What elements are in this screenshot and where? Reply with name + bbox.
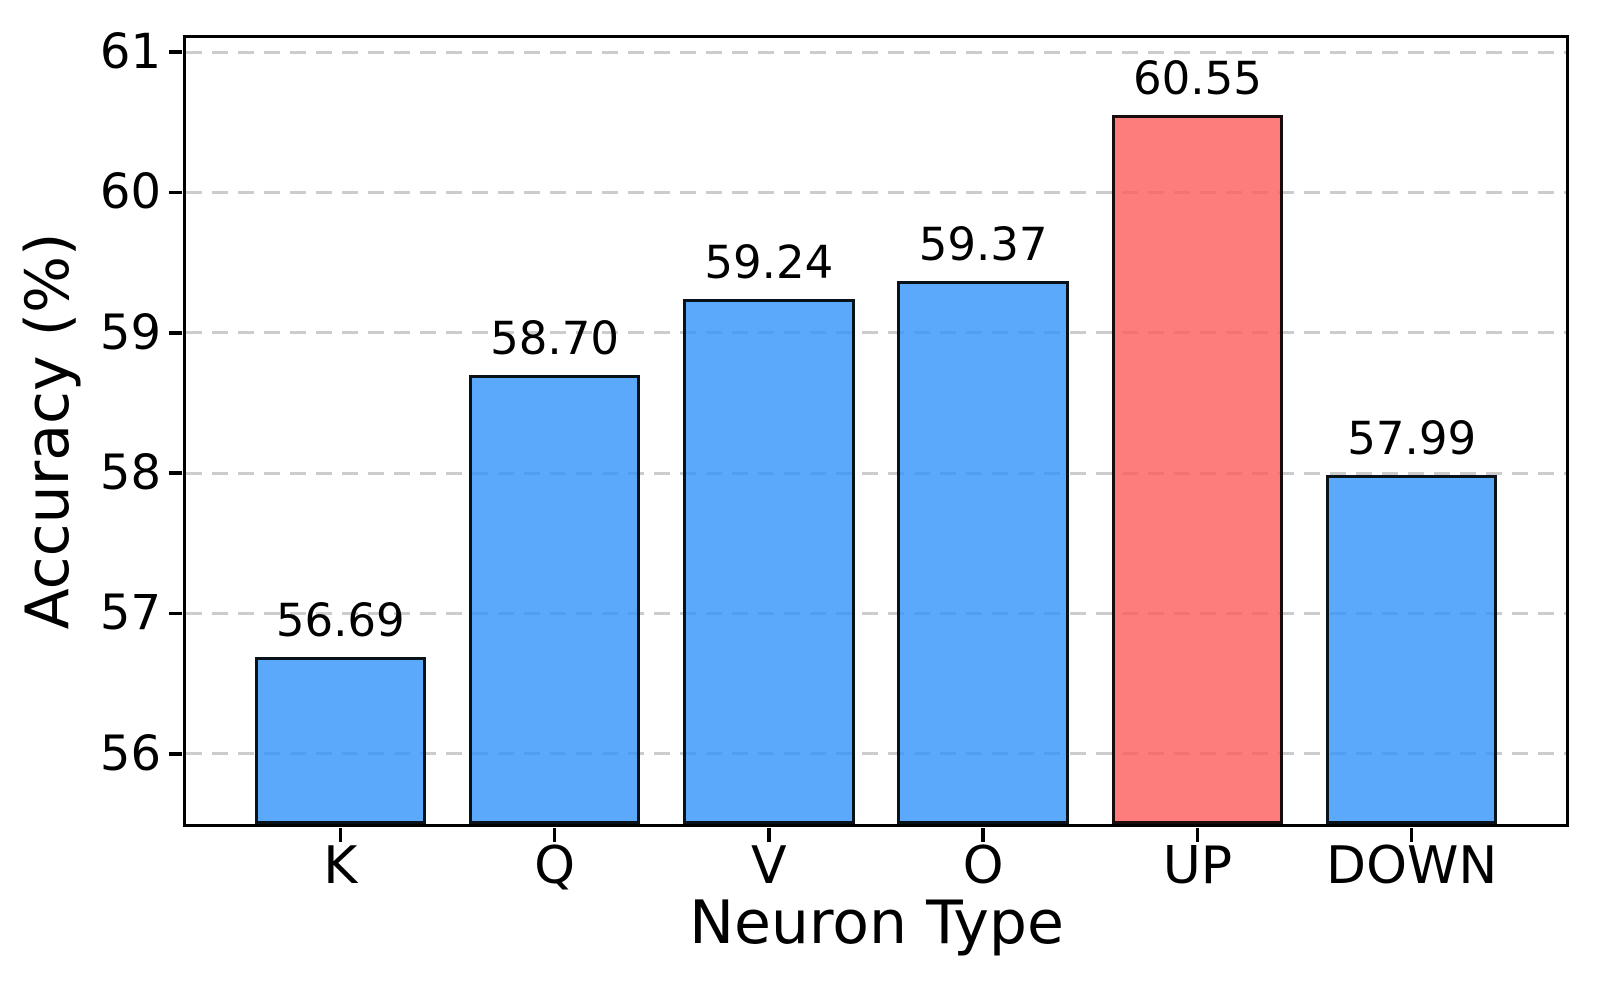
x-tick-mark xyxy=(1195,828,1200,842)
y-gridline xyxy=(186,471,1566,475)
bar-down xyxy=(1326,474,1498,824)
y-tick-label: 57 xyxy=(99,585,161,642)
bar-value-label: 59.37 xyxy=(918,217,1048,271)
x-tick-label: O xyxy=(962,836,1004,896)
y-gridline xyxy=(186,752,1566,756)
y-gridline xyxy=(186,190,1566,194)
x-tick-mark xyxy=(338,828,343,842)
bar-value-label: 56.69 xyxy=(275,593,405,647)
x-tick-mark xyxy=(552,828,557,842)
y-tick-label: 60 xyxy=(99,164,161,221)
y-tick-label: 59 xyxy=(99,304,161,361)
bar-value-label: 59.24 xyxy=(704,236,834,290)
plot-area: 56 57 58 59 60 61 56.69 K 58.70 Q 59.24 V 59.37 O 60.5… xyxy=(100,24,1569,892)
bar-value-label: 58.70 xyxy=(490,311,619,365)
x-tick-label: K xyxy=(323,836,358,896)
y-tick-mark xyxy=(169,611,182,616)
x-tick-mark xyxy=(981,828,985,842)
bar-value-label: 60.55 xyxy=(1133,52,1262,106)
x-axis-label: Neuron Type xyxy=(689,888,1064,958)
bar-o xyxy=(897,280,1069,824)
y-tick-mark xyxy=(169,331,182,335)
y-tick-mark xyxy=(169,50,182,54)
x-tick-label: V xyxy=(751,836,787,896)
y-tick-label: 58 xyxy=(99,445,161,502)
bar-v xyxy=(683,299,855,824)
y-tick-mark xyxy=(169,752,182,756)
y-tick-label: 56 xyxy=(99,725,161,782)
y-gridline xyxy=(186,611,1566,615)
x-tick-label: DOWN xyxy=(1326,836,1498,896)
y-tick-label: 61 xyxy=(99,24,161,81)
bar-k xyxy=(254,656,426,824)
bar-q xyxy=(468,374,641,824)
y-gridline xyxy=(186,50,1566,54)
y-tick-mark xyxy=(169,471,182,475)
x-tick-label: UP xyxy=(1162,836,1233,896)
x-tick-mark xyxy=(767,828,771,842)
y-axis-label: Accuracy (%) xyxy=(13,232,83,630)
y-tick-mark xyxy=(169,190,182,195)
bar-value-label: 57.99 xyxy=(1347,411,1477,465)
x-tick-label: Q xyxy=(534,836,576,896)
y-gridline xyxy=(186,331,1566,335)
x-tick-mark xyxy=(1409,828,1414,842)
bar-up xyxy=(1111,115,1284,824)
